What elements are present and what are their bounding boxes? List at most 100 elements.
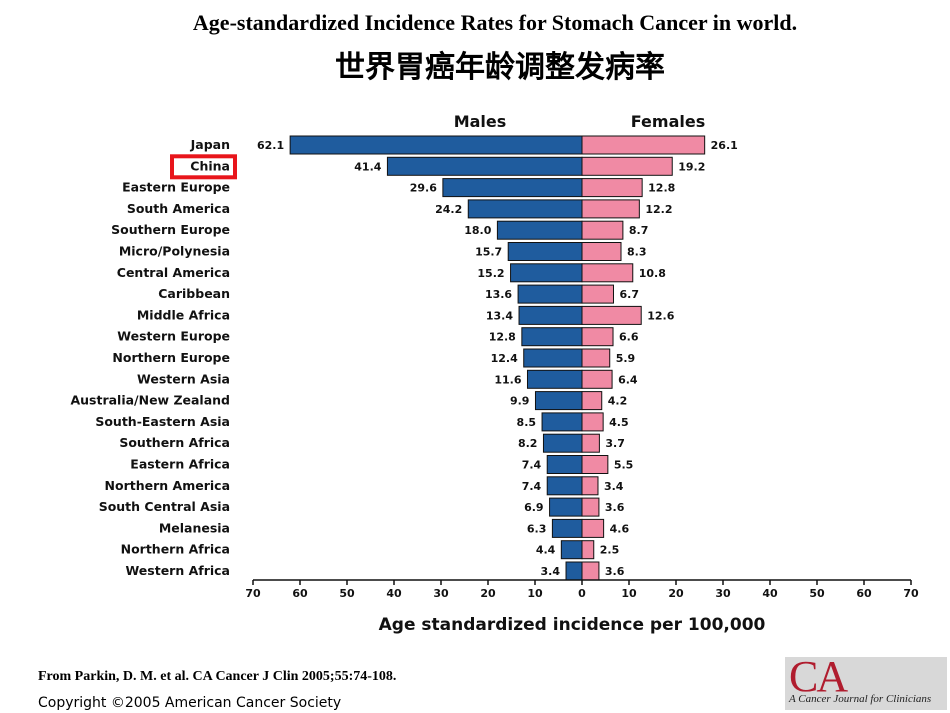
x-tick-label: 70: [245, 587, 261, 600]
bar-females: [581, 135, 706, 155]
category-label: Australia/New Zealand: [70, 393, 230, 408]
x-tick-label: 50: [809, 587, 825, 600]
category-label: South-Eastern Asia: [95, 414, 230, 429]
bar-males: [541, 412, 583, 432]
bar-males: [542, 433, 583, 453]
x-tick-label: 20: [480, 587, 496, 600]
value-label-males: 12.4: [491, 352, 518, 365]
legend-males: Males: [454, 112, 507, 131]
value-label-females: 5.9: [616, 352, 636, 365]
category-label: China: [190, 158, 230, 173]
bar-males: [546, 455, 583, 474]
value-label-females: 3.4: [604, 480, 624, 493]
bar-males: [386, 156, 583, 176]
legend-females: Females: [631, 112, 705, 131]
bar-females: [581, 327, 614, 347]
category-label: Japan: [190, 137, 230, 152]
category-label: Southern Africa: [119, 435, 230, 450]
value-label-males: 11.6: [494, 373, 521, 386]
bar-males: [289, 135, 583, 155]
bar-males: [467, 199, 583, 219]
bar-males: [517, 284, 583, 304]
title-chinese: 世界胃癌年龄调整发病率: [335, 50, 665, 85]
value-label-females: 3.6: [605, 501, 625, 514]
bar-females: [581, 518, 605, 538]
highlight-box: [170, 154, 237, 180]
bar-females: [581, 199, 640, 219]
value-label-males: 29.6: [410, 182, 437, 195]
bar-females: [581, 284, 614, 304]
bar-males: [496, 220, 583, 240]
x-tick-label: 70: [903, 587, 919, 600]
bar-males: [546, 476, 583, 496]
logo-mark: CA: [789, 657, 848, 701]
value-label-males: 13.4: [486, 309, 513, 322]
value-label-females: 6.7: [619, 288, 639, 301]
bar-females: [581, 497, 600, 517]
value-label-females: 2.5: [600, 544, 620, 557]
value-label-females: 8.7: [629, 224, 649, 237]
value-label-males: 41.4: [354, 160, 381, 173]
bar-females: [581, 561, 600, 581]
x-tick-label: 0: [578, 587, 586, 600]
value-label-females: 19.2: [678, 160, 705, 173]
x-tick-label: 40: [386, 587, 402, 600]
bar-females: [581, 455, 609, 474]
category-label: Caribbean: [158, 286, 230, 301]
category-label: South America: [127, 201, 230, 216]
bar-males: [534, 391, 583, 411]
value-label-males: 15.7: [475, 246, 502, 259]
value-label-males: 4.4: [536, 544, 556, 557]
bar-males: [565, 561, 583, 581]
bar-males: [510, 263, 583, 283]
logo-subtitle: A Cancer Journal for Clinicians: [789, 693, 932, 705]
value-label-females: 4.5: [609, 416, 629, 429]
x-tick-label: 30: [433, 587, 449, 600]
x-tick-label: 60: [292, 587, 308, 600]
category-label: Western Europe: [117, 329, 230, 344]
value-label-females: 4.6: [610, 522, 630, 535]
value-label-males: 15.2: [477, 267, 504, 280]
title-english: Age-standardized Incidence Rates for Sto…: [192, 10, 798, 35]
category-label: Eastern Africa: [130, 457, 230, 472]
bar-males: [507, 242, 583, 261]
value-label-females: 10.8: [639, 267, 666, 280]
category-label: Western Africa: [125, 563, 230, 578]
category-label: Eastern Europe: [122, 180, 230, 195]
value-label-males: 6.3: [527, 522, 547, 535]
value-label-males: 7.4: [522, 480, 542, 493]
category-label: Northern America: [105, 478, 230, 493]
value-label-males: 9.9: [510, 395, 530, 408]
bar-females: [581, 305, 642, 325]
bar-females: [581, 220, 624, 240]
category-label: Southern Europe: [111, 222, 230, 237]
bar-females: [581, 391, 603, 411]
value-label-males: 3.4: [541, 565, 561, 578]
x-tick-label: 20: [668, 587, 684, 600]
value-label-males: 13.6: [485, 288, 512, 301]
bar-females: [581, 156, 673, 176]
bar-females: [581, 540, 595, 560]
bar-males: [549, 497, 583, 517]
bar-females: [581, 369, 613, 389]
category-label: Northern Africa: [121, 542, 230, 557]
value-label-males: 24.2: [435, 203, 462, 216]
bar-females: [581, 263, 634, 283]
category-label: Northern Europe: [112, 350, 230, 365]
bar-males: [442, 178, 583, 198]
bar-males: [560, 540, 583, 560]
value-label-males: 62.1: [257, 139, 284, 152]
bar-females: [581, 178, 643, 198]
value-label-males: 12.8: [489, 331, 516, 344]
copyright: Copyright ©2005 American Cancer Society: [38, 695, 342, 711]
value-label-females: 4.2: [608, 395, 628, 408]
value-label-males: 6.9: [524, 501, 544, 514]
x-axis-title: Age standardized incidence per 100,000: [379, 615, 766, 635]
x-tick-label: 30: [715, 587, 731, 600]
value-label-males: 8.2: [518, 437, 538, 450]
value-label-males: 18.0: [464, 224, 491, 237]
bar-females: [581, 348, 611, 368]
bar-males: [518, 305, 583, 325]
x-tick-label: 50: [339, 587, 355, 600]
